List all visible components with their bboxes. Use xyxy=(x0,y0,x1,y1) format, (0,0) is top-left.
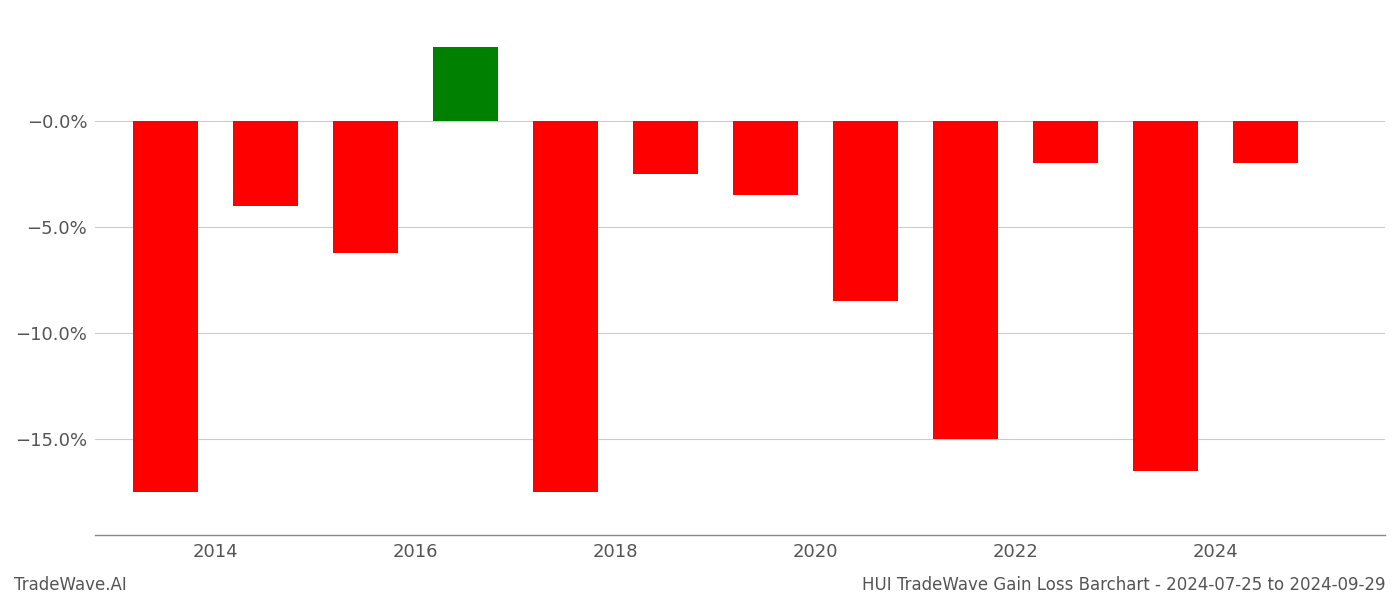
Bar xyxy=(1232,121,1298,163)
Bar xyxy=(1033,121,1098,163)
Text: HUI TradeWave Gain Loss Barchart - 2024-07-25 to 2024-09-29: HUI TradeWave Gain Loss Barchart - 2024-… xyxy=(862,576,1386,594)
Bar xyxy=(633,121,697,174)
Bar xyxy=(333,121,398,253)
Bar xyxy=(932,121,998,439)
Bar xyxy=(533,121,598,492)
Bar xyxy=(833,121,897,301)
Bar xyxy=(732,121,798,195)
Bar xyxy=(433,47,498,121)
Bar xyxy=(133,121,197,492)
Bar xyxy=(1133,121,1197,471)
Text: TradeWave.AI: TradeWave.AI xyxy=(14,576,127,594)
Bar xyxy=(232,121,298,206)
